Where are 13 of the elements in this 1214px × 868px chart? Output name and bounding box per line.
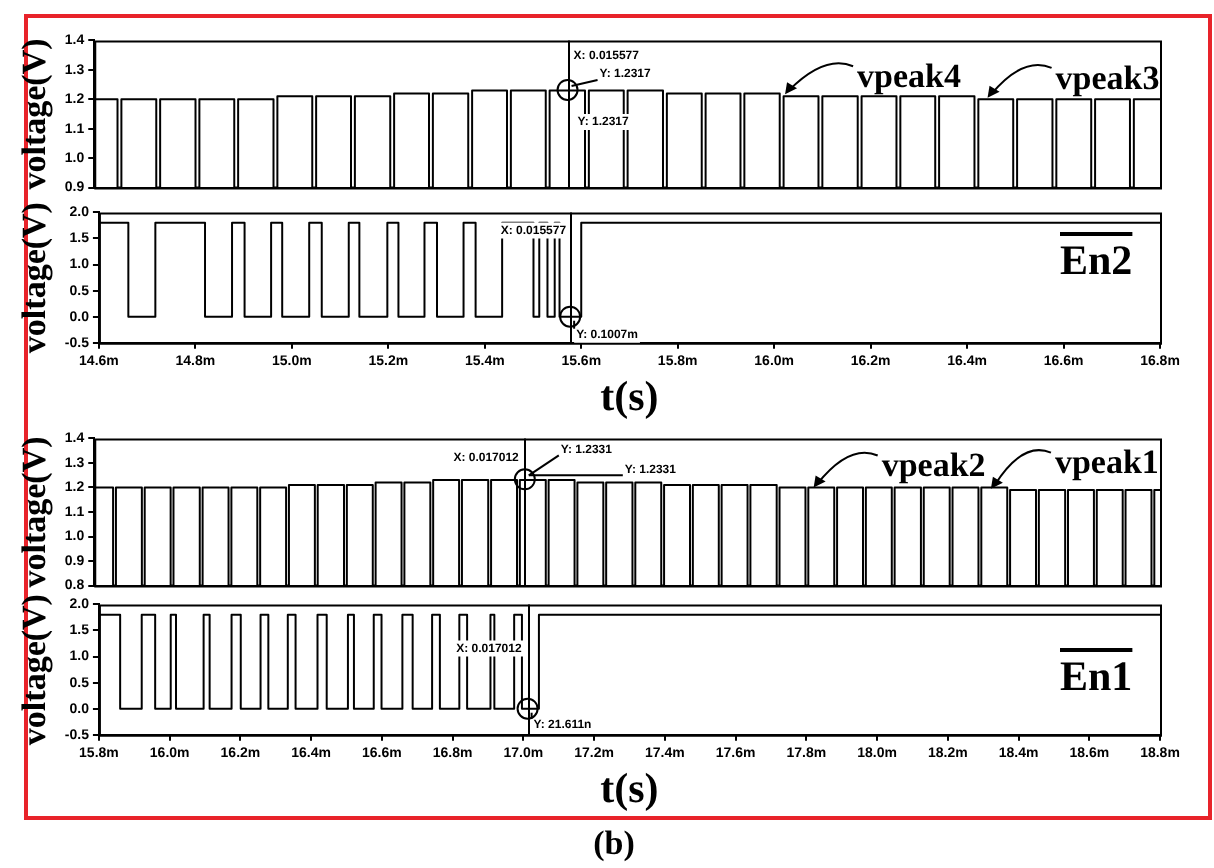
annotation: vpeak2 <box>881 446 986 485</box>
x-axis-title: t(s) <box>600 371 659 420</box>
y-axis-title: voltage(V) <box>15 594 54 746</box>
annotation: vpeak4 <box>857 57 962 96</box>
series-label: En2 <box>1060 236 1133 284</box>
annotation: vpeak1 <box>1054 443 1159 482</box>
annotation: vpeak3 <box>1055 58 1160 97</box>
y-axis-title: voltage(V) <box>15 38 54 190</box>
y-axis-title: voltage(V) <box>15 436 54 588</box>
series-label: En1 <box>1060 652 1133 700</box>
x-axis-title: t(s) <box>600 763 659 812</box>
text: (b) <box>593 824 635 864</box>
y-axis-title: voltage(V) <box>15 202 54 354</box>
